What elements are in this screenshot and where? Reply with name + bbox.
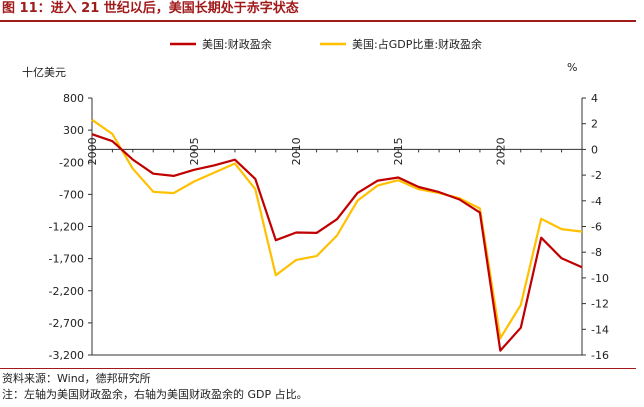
- right-tick-label: 4: [591, 92, 598, 105]
- figure-title: 图 11：进入 21 世纪以后，美国长期处于赤字状态: [2, 1, 299, 16]
- x-tick-label: 2005: [188, 137, 201, 165]
- right-tick-label: -10: [591, 272, 609, 285]
- title-rule: [0, 20, 636, 22]
- chart: 美国:财政盈余 美国:占GDP比重:财政盈余 十亿美元 % 800 300 -200…: [22, 37, 609, 362]
- legend-label-gdp-share: 美国:占GDP比重:财政盈余: [352, 37, 482, 51]
- x-tick-label: 2010: [290, 137, 303, 165]
- right-tick-label: -8: [591, 246, 602, 259]
- series-line-gdp-share: [91, 118, 583, 340]
- left-tick-label: -3,200: [49, 349, 84, 362]
- right-axis-unit: %: [567, 61, 577, 74]
- left-tick-label: -700: [59, 188, 84, 201]
- series-line-deficit: [91, 133, 583, 352]
- right-tick-label: -4: [591, 195, 602, 208]
- left-tick-label: 300: [63, 124, 84, 137]
- right-tick-label: -16: [591, 349, 609, 362]
- footnote: 注：左轴为美国财政盈余，右轴为美国财政盈余的 GDP 占比。: [2, 388, 308, 401]
- left-axis-unit: 十亿美元: [22, 65, 66, 79]
- x-tick-label: 2020: [494, 137, 507, 165]
- right-tick-label: 2: [591, 118, 598, 131]
- axes: 800 300 -200 -700 -1,200 -1,700 -2,200 -2,700 -3…: [49, 92, 609, 362]
- legend-label-deficit: 美国:财政盈余: [202, 37, 272, 51]
- right-tick-label: -12: [591, 298, 609, 311]
- left-tick-label: -2,700: [49, 317, 84, 330]
- legend: 美国:财政盈余 美国:占GDP比重:财政盈余: [170, 37, 482, 51]
- left-tick-label: -1,700: [49, 253, 84, 266]
- x-tick-label: 2000: [86, 137, 99, 165]
- bottom-rule: [0, 368, 636, 369]
- left-tick-label: -1,200: [49, 221, 84, 234]
- right-tick-label: -2: [591, 169, 602, 182]
- left-tick-label: 800: [63, 92, 84, 105]
- right-tick-label: 0: [591, 143, 598, 156]
- x-tick-label: 2015: [392, 137, 405, 165]
- left-tick-label: -200: [59, 156, 84, 169]
- right-tick-label: -14: [591, 323, 609, 336]
- source-note: 资料来源：Wind，德邦研究所: [2, 372, 151, 385]
- series-lines: [91, 118, 583, 352]
- right-tick-label: -6: [591, 221, 602, 234]
- left-tick-label: -2,200: [49, 285, 84, 298]
